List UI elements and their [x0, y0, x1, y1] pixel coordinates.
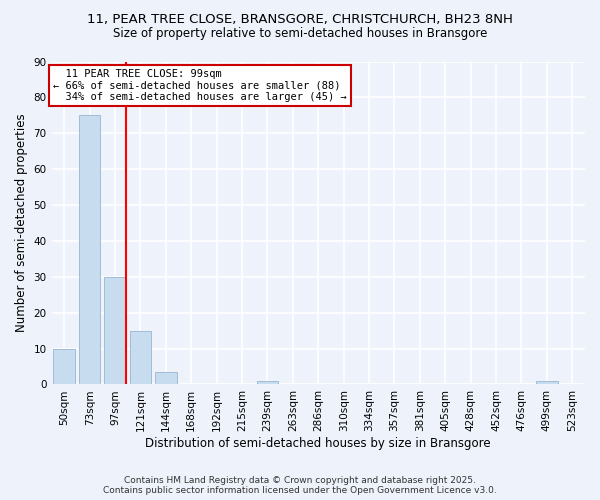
- X-axis label: Distribution of semi-detached houses by size in Bransgore: Distribution of semi-detached houses by …: [145, 437, 491, 450]
- Bar: [257, 381, 278, 384]
- Bar: [155, 372, 176, 384]
- Text: 11, PEAR TREE CLOSE, BRANSGORE, CHRISTCHURCH, BH23 8NH: 11, PEAR TREE CLOSE, BRANSGORE, CHRISTCH…: [87, 12, 513, 26]
- Text: Contains HM Land Registry data © Crown copyright and database right 2025.
Contai: Contains HM Land Registry data © Crown c…: [103, 476, 497, 495]
- Bar: [130, 330, 151, 384]
- Bar: [53, 348, 75, 384]
- Y-axis label: Number of semi-detached properties: Number of semi-detached properties: [15, 114, 28, 332]
- Bar: [104, 277, 126, 384]
- Text: Size of property relative to semi-detached houses in Bransgore: Size of property relative to semi-detach…: [113, 28, 487, 40]
- Text: 11 PEAR TREE CLOSE: 99sqm
← 66% of semi-detached houses are smaller (88)
  34% o: 11 PEAR TREE CLOSE: 99sqm ← 66% of semi-…: [53, 68, 347, 102]
- Bar: [79, 116, 100, 384]
- Bar: [536, 381, 557, 384]
